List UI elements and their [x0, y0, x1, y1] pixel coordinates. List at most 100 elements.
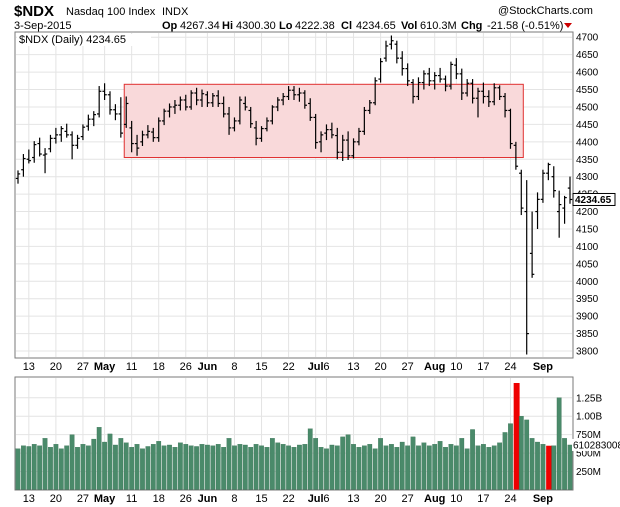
volume-bar	[361, 445, 367, 490]
price-tick-label: 4500	[576, 102, 599, 113]
volume-bar	[399, 441, 405, 490]
ohlc-bar	[389, 35, 394, 50]
volume-bar	[75, 447, 80, 490]
volume-bar	[205, 444, 210, 490]
volume-bar	[307, 428, 313, 490]
volume-bar	[118, 438, 124, 490]
ohlc-bar	[64, 123, 69, 138]
x-tick-label: 20	[374, 361, 386, 373]
ohlc-bar	[421, 70, 427, 90]
x-tick-label: 20	[374, 493, 386, 505]
volume-bar	[345, 434, 351, 490]
ohlc-bar	[226, 106, 232, 135]
low-value: 4222.38	[295, 20, 335, 32]
ohlc-bar	[91, 111, 96, 127]
volume-bar	[194, 446, 199, 490]
volume-bar	[318, 447, 324, 490]
ohlc-bar	[486, 90, 492, 107]
highlight-box	[123, 83, 524, 159]
x-tick-label: 22	[282, 493, 294, 505]
ohlc-bar	[400, 51, 405, 76]
ohlc-bar	[335, 127, 340, 160]
ohlc-bar	[59, 126, 64, 142]
volume-value: 610.3M	[420, 20, 457, 32]
volume-bar	[113, 444, 118, 490]
ohlc-bar	[118, 97, 124, 138]
ohlc-bar	[416, 77, 421, 100]
volume-tick-label: 1.00B	[576, 412, 602, 423]
price-tick-label: 3950	[576, 294, 599, 305]
volume-bar	[177, 442, 183, 490]
volume-bar	[405, 445, 411, 490]
x-tick-label: Aug	[424, 493, 445, 505]
ohlc-bar	[32, 141, 37, 163]
price-tick-label: 4350	[576, 155, 599, 166]
volume-bar	[340, 436, 346, 490]
x-tick-label: 22	[282, 361, 294, 373]
ohlc-bar	[286, 86, 291, 100]
ohlc-bar	[280, 93, 286, 106]
ohlc-bar	[427, 67, 432, 87]
volume-bar	[53, 444, 59, 490]
volume-bar	[481, 444, 486, 490]
x-tick-label: 26	[180, 493, 192, 505]
volume-bar	[167, 444, 172, 490]
x-tick-label: 6	[323, 493, 329, 505]
ohlc-bar	[124, 96, 129, 128]
ohlc-bar	[145, 125, 151, 139]
ohlc-bar	[475, 87, 481, 118]
index-name: Nasdaq 100 Index	[66, 6, 156, 18]
x-tick-label: May	[94, 361, 116, 373]
volume-bar	[464, 448, 470, 490]
volume-bar	[448, 444, 454, 490]
x-tick-label: 26	[180, 361, 192, 373]
close-label: Cl	[341, 20, 352, 32]
volume-bar	[232, 445, 237, 490]
ohlc-bar	[205, 91, 210, 107]
volume-bar	[334, 445, 340, 490]
volume-bar	[351, 444, 356, 490]
volume-label: Vol	[401, 20, 417, 32]
date-label: 3-Sep-2015	[14, 20, 72, 32]
ohlc-bar	[253, 120, 259, 146]
ohlc-bar	[232, 117, 237, 132]
volume-tick-label: 250M	[576, 467, 601, 478]
ohlc-bar	[313, 113, 318, 149]
volume-bar	[556, 397, 562, 490]
volume-bar	[551, 445, 557, 490]
price-tick-label: 3800	[576, 347, 599, 358]
symbol: $NDX	[14, 3, 54, 20]
volume-bar	[491, 445, 497, 490]
volume-bar	[58, 448, 64, 490]
x-tick-label: 13	[23, 361, 35, 373]
ohlc-bar	[562, 195, 567, 224]
ohlc-bar	[134, 134, 140, 156]
ohlc-bar	[340, 134, 345, 162]
ohlc-bar	[470, 79, 475, 104]
volume-bar	[562, 438, 567, 490]
price-tick-label: 4200	[576, 207, 599, 218]
x-tick-label: 8	[231, 361, 237, 373]
volume-bar	[259, 445, 264, 490]
volume-bar	[15, 448, 21, 490]
volume-spike-bar	[546, 445, 553, 490]
ohlc-bar	[394, 40, 400, 64]
volume-bar	[453, 445, 459, 490]
ohlc-bar	[367, 99, 372, 114]
volume-bar	[432, 444, 438, 490]
ohlc-bar	[161, 108, 167, 126]
volume-bar	[64, 445, 70, 490]
ohlc-bar	[199, 89, 205, 107]
x-tick-label: 18	[153, 493, 165, 505]
volume-bar	[85, 445, 91, 490]
open-value: 4267.34	[180, 20, 220, 32]
price-tick-label: 4050	[576, 259, 599, 270]
volume-bar	[91, 438, 97, 490]
ohlc-bar	[524, 180, 529, 355]
ohlc-bar	[432, 72, 437, 90]
volume-bar	[329, 444, 335, 490]
ohlc-bar	[42, 148, 48, 174]
volume-bar	[383, 445, 389, 490]
ohlc-bar	[26, 149, 32, 164]
